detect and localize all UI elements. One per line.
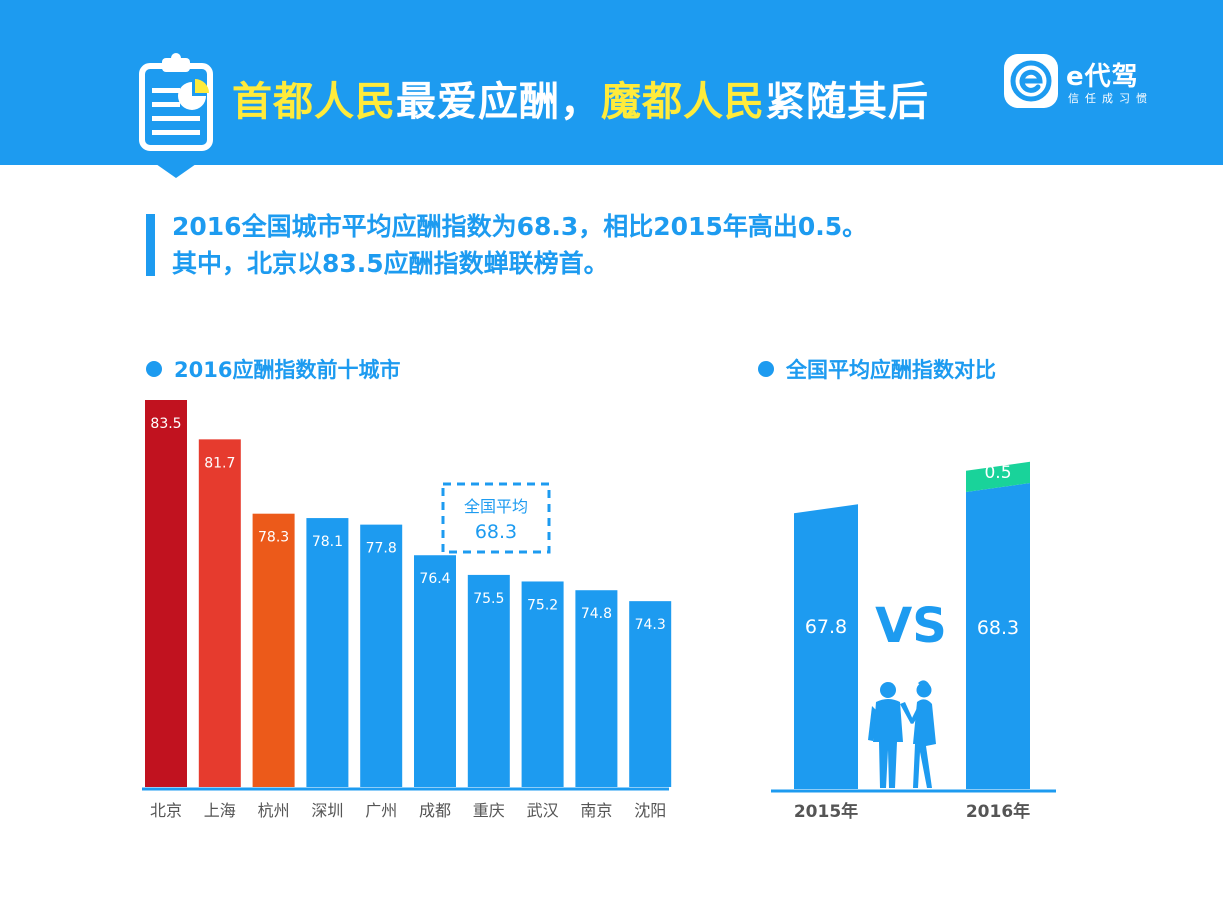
brand-slogan: 信任成习惯 (1068, 92, 1153, 105)
year-category-label-0: 2015年 (794, 801, 858, 822)
category-label-1: 上海 (204, 801, 236, 820)
section-dot-1 (146, 361, 162, 377)
bar-7 (521, 581, 564, 787)
bar-value-label-6: 75.5 (473, 591, 504, 607)
bar-value-label-4: 77.8 (366, 541, 397, 557)
summary-line-2: 其中，北京以83.5应酬指数蝉联榜首。 (172, 249, 609, 278)
bar-value-label-7: 75.2 (527, 597, 558, 613)
category-label-3: 深圳 (311, 801, 343, 820)
year-value-label-0: 67.8 (805, 616, 847, 638)
year-bar-1 (966, 483, 1030, 789)
difference-segment (966, 461, 1030, 492)
section-dot-2 (758, 361, 774, 377)
category-label-2: 杭州 (258, 801, 290, 820)
bar-value-label-8: 74.8 (581, 606, 612, 622)
bar-5 (414, 555, 456, 787)
bar-3 (306, 518, 349, 787)
bar-value-label-3: 78.1 (312, 534, 343, 550)
average-label: 全国平均 (464, 497, 528, 516)
year-value-label-1: 68.3 (977, 617, 1019, 639)
year-bar-0 (794, 504, 858, 789)
chart2-title: 全国平均应酬指数对比 (786, 358, 996, 382)
title-part-3: 魔都人民 (601, 79, 765, 125)
summary-line-1: 2016全国城市平均应酬指数为68.3，相比2015年高出0.5。 (172, 212, 868, 241)
bar-0 (145, 400, 187, 787)
brand-name: e代驾 (1066, 62, 1139, 92)
average-value: 68.3 (475, 521, 517, 543)
bar-6 (467, 574, 510, 787)
chart1-title: 2016应酬指数前十城市 (174, 358, 401, 382)
summary-accent-bar (146, 214, 155, 276)
category-label-7: 武汉 (527, 801, 559, 820)
national-average-box: 全国平均 68.3 (441, 482, 551, 554)
title-part-1: 首都人民 (232, 79, 396, 125)
bar-8 (575, 590, 618, 787)
bar-value-label-5: 76.4 (419, 571, 450, 587)
category-label-6: 重庆 (473, 801, 505, 820)
edaijia-logo-icon (1004, 54, 1058, 108)
bar-value-label-0: 83.5 (150, 416, 181, 432)
vs-label: VS (875, 598, 947, 654)
title-part-4: 紧随其后 (765, 79, 929, 125)
category-label-8: 南京 (580, 801, 612, 820)
clipboard-chart-icon (139, 53, 213, 151)
summary-text: 2016全国城市平均应酬指数为68.3，相比2015年高出0.5。 其中，北京以… (172, 208, 867, 282)
business-people-silhouette-icon (868, 680, 936, 788)
year-category-label-1: 2016年 (966, 801, 1030, 822)
bar-9 (629, 601, 672, 787)
bar-2 (252, 513, 295, 787)
category-label-0: 北京 (150, 801, 182, 820)
bar-1 (198, 439, 241, 787)
bar-4 (360, 524, 403, 787)
category-label-9: 沈阳 (634, 801, 666, 820)
header-notch (156, 164, 196, 178)
bar-value-label-9: 74.3 (635, 617, 666, 633)
difference-label: 0.5 (984, 463, 1011, 483)
category-label-5: 成都 (419, 801, 451, 820)
title-part-2: 最爱应酬， (396, 79, 601, 125)
bar-value-label-1: 81.7 (204, 455, 235, 471)
bar-value-label-2: 78.3 (258, 530, 289, 546)
category-label-4: 广州 (365, 801, 397, 820)
page-title: 首都人民最爱应酬，魔都人民紧随其后 (232, 74, 929, 130)
